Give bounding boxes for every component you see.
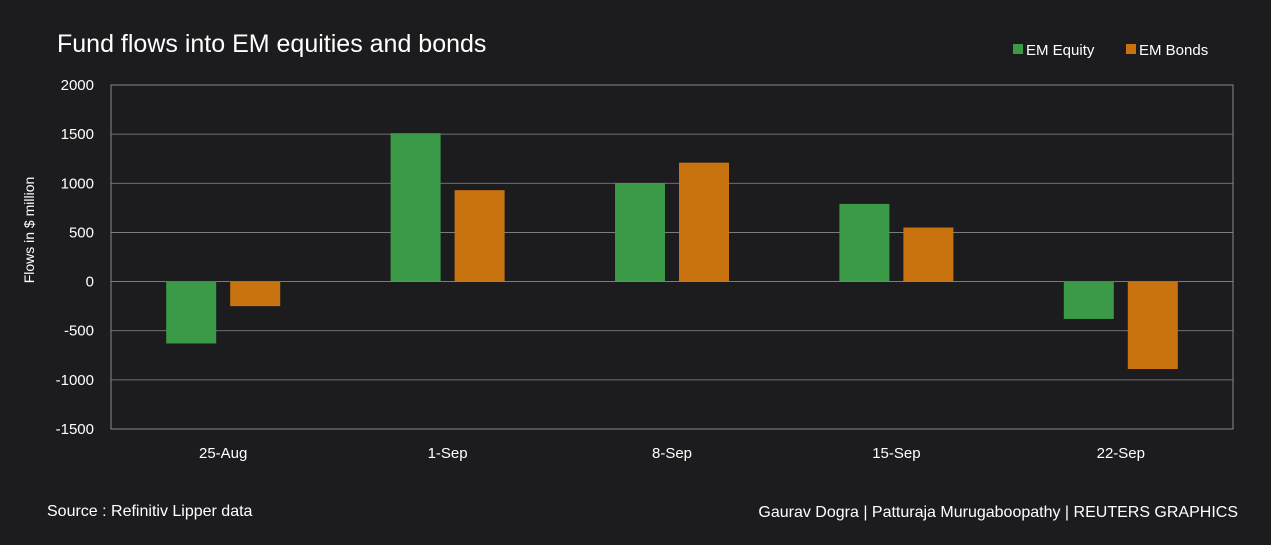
y-tick-label: -1500 xyxy=(56,421,94,438)
bar-em-bonds-1-sep xyxy=(454,190,505,282)
grid-lines xyxy=(111,84,1233,430)
bar-em-bonds-22-sep xyxy=(1127,281,1178,370)
x-tick-label: 22-Sep xyxy=(1097,445,1145,462)
y-tick-label: -1000 xyxy=(56,372,94,389)
plot-area xyxy=(110,84,1234,430)
y-tick-label: 1000 xyxy=(61,175,94,192)
y-axis-ticks: 2000 1500 1000 500 0 -500 -1000 -1500 xyxy=(56,77,94,438)
chart-title: Fund flows into EM equities and bonds xyxy=(57,30,486,58)
y-tick-label: -500 xyxy=(64,323,94,340)
bar-em-bonds-15-sep xyxy=(903,227,954,282)
legend: EM Equity EM Bonds xyxy=(1013,42,1208,59)
y-tick-label: 1500 xyxy=(61,126,94,143)
bar-em-equity-25-aug xyxy=(166,281,217,344)
y-tick-label: 500 xyxy=(69,224,94,241)
x-tick-label: 1-Sep xyxy=(428,445,468,462)
y-axis-title: Flows in $ million xyxy=(21,177,37,284)
y-tick-label: 2000 xyxy=(61,77,94,94)
bar-em-bonds-8-sep xyxy=(679,162,729,282)
x-axis-ticks: 25-Aug 1-Sep 8-Sep 15-Sep 22-Sep xyxy=(199,445,1145,462)
bar-em-bonds-25-aug xyxy=(230,281,281,307)
bar-em-equity-15-sep xyxy=(839,203,890,282)
bar-em-equity-8-sep xyxy=(615,183,665,282)
x-tick-label: 8-Sep xyxy=(652,445,692,462)
credits-note: Gaurav Dogra | Patturaja Murugaboopathy … xyxy=(758,504,1238,521)
bar-em-equity-22-sep xyxy=(1063,281,1114,319)
source-note: Source : Refinitiv Lipper data xyxy=(47,503,253,520)
legend-label: EM Equity xyxy=(1026,42,1095,59)
x-tick-label: 15-Sep xyxy=(872,445,920,462)
x-tick-label: 25-Aug xyxy=(199,445,247,462)
legend-label: EM Bonds xyxy=(1139,42,1208,59)
legend-swatch-em-equity xyxy=(1013,44,1023,54)
bars xyxy=(166,133,1178,370)
legend-swatch-em-bonds xyxy=(1126,44,1136,54)
y-tick-label: 0 xyxy=(86,274,94,291)
bar-em-equity-1-sep xyxy=(390,133,441,282)
